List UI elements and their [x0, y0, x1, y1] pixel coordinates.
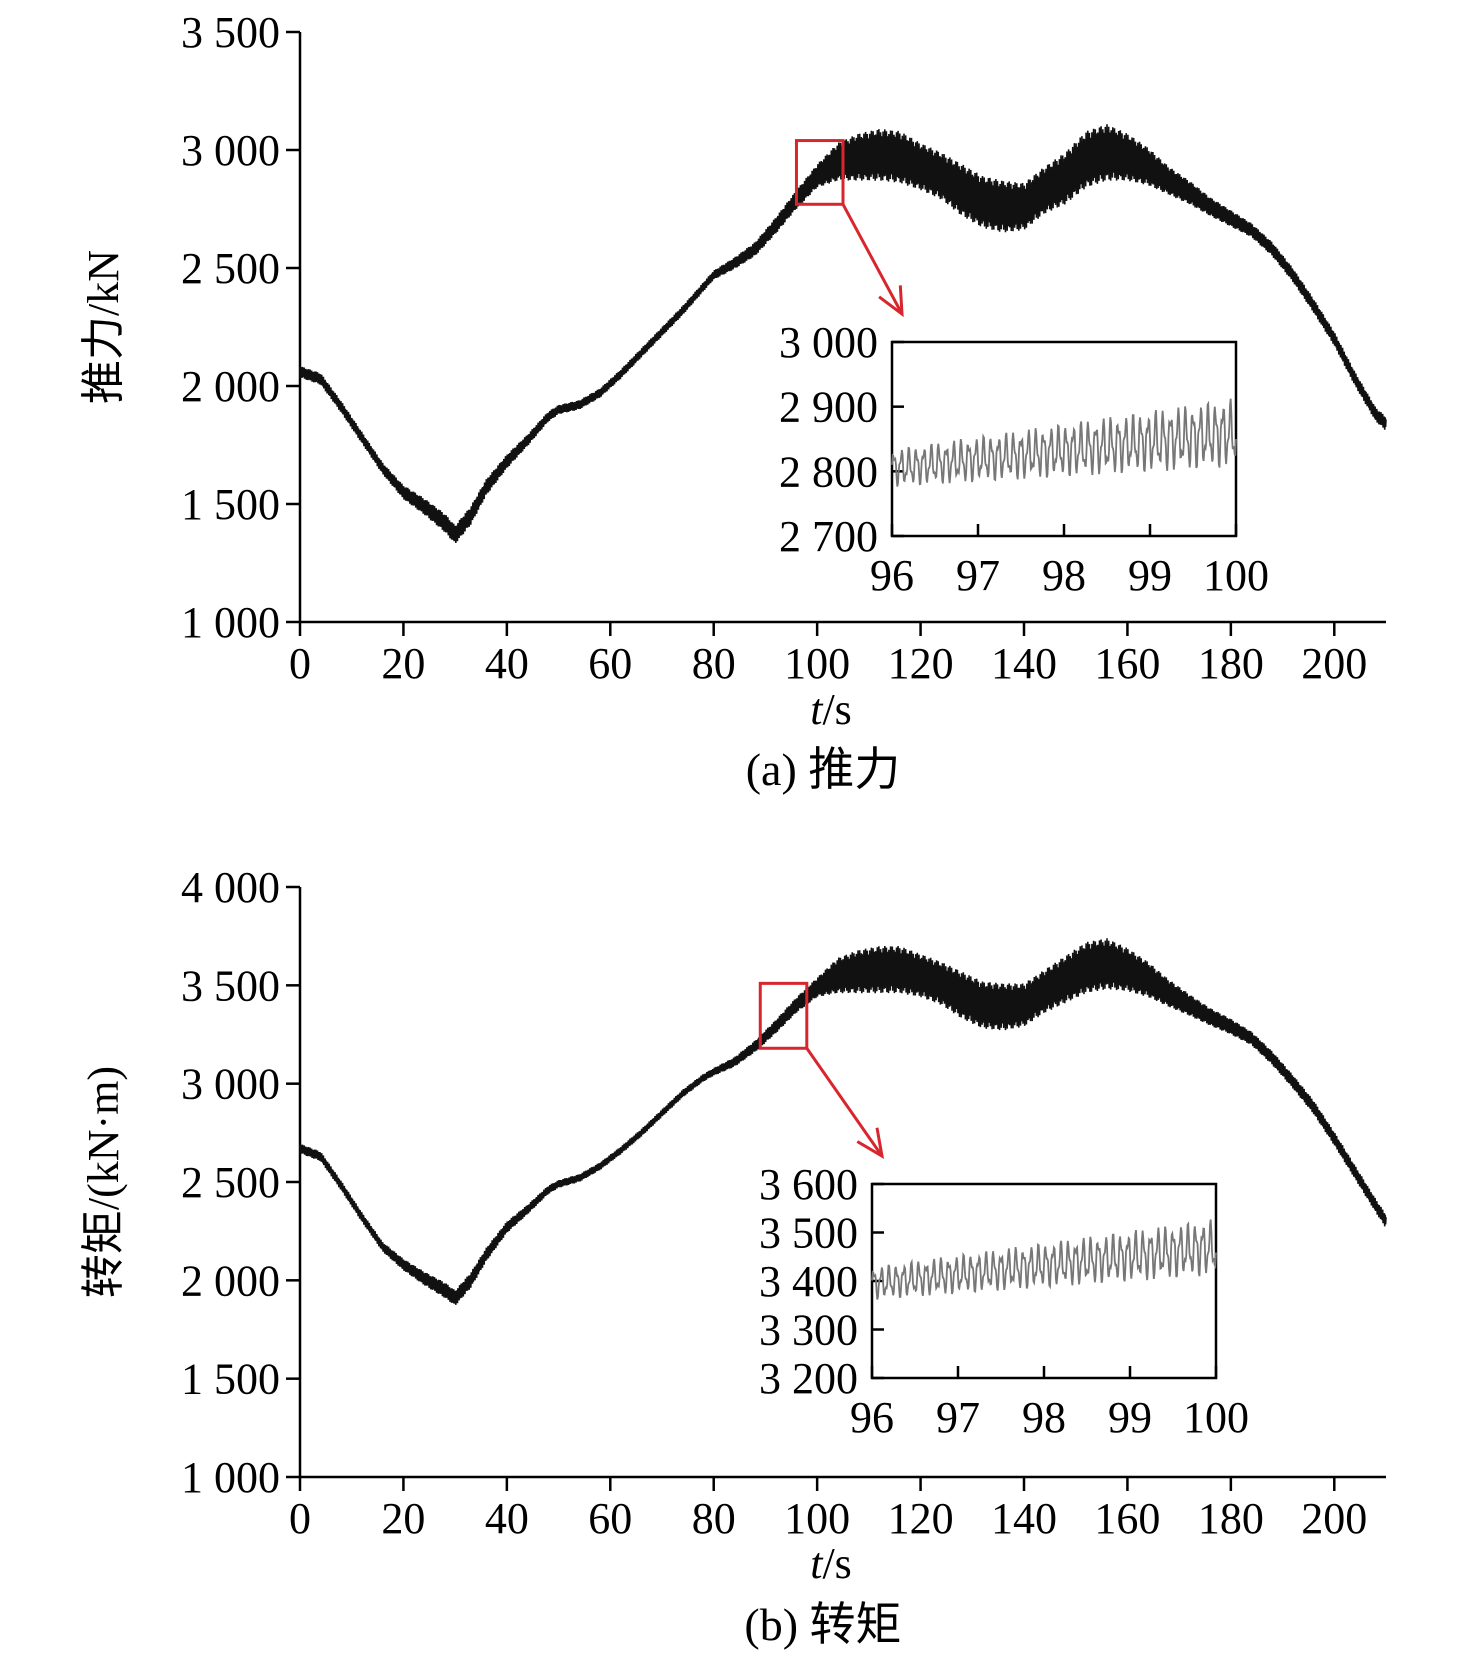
y-axis-label: 转矩/(kN·m): [79, 1066, 128, 1298]
inset-y-tick-label: 3 600: [759, 1160, 858, 1209]
x-tick-label: 140: [991, 639, 1057, 688]
y-tick-label: 1 500: [181, 1355, 280, 1404]
x-axis-label-symbol: t: [810, 1539, 824, 1588]
x-axis-label: t/s: [810, 1539, 852, 1588]
y-tick-label: 1 500: [181, 480, 280, 529]
panel-a-thrust-chart: 1 000 1 500 2 000 2 500 3 000 3 500 0 20 40 60 80 1…: [79, 8, 1387, 795]
x-tick-label: 100: [784, 1494, 850, 1543]
x-tick-label: 60: [588, 1494, 632, 1543]
panel-b-torque-chart: 1 000 1 500 2 000 2 500 3 000 3 500 4 000 0 20 40…: [79, 863, 1387, 1650]
panel-caption: (b) 转矩: [744, 1599, 901, 1650]
x-tick-label: 20: [381, 639, 425, 688]
x-tick-label: 180: [1198, 1494, 1264, 1543]
zoom-inset: 2 700 2 800 2 900 3 000 96 97 98 99 100: [779, 318, 1269, 600]
panel-caption: (a) 推力: [746, 744, 901, 795]
inset-y-tick-label: 2 800: [779, 447, 878, 496]
zoom-box: [794, 139, 845, 206]
y-tick-label: 2 500: [181, 1158, 280, 1207]
y-tick-label: 3 500: [181, 961, 280, 1010]
inset-x-tick-label: 100: [1183, 1393, 1249, 1442]
zoom-arrow-line: [805, 1047, 884, 1157]
y-tick-label: 3 000: [181, 126, 280, 175]
inset-y-tick-label: 3 400: [759, 1257, 858, 1306]
x-axis-label-unit: /s: [822, 685, 851, 734]
x-tick-label: 180: [1198, 639, 1264, 688]
inset-y-tick-label: 3 000: [779, 318, 878, 367]
x-tick-label: 60: [588, 639, 632, 688]
zoom-arrow-head: [878, 285, 904, 318]
inset-y-tick-label: 3 200: [759, 1354, 858, 1403]
zoom-arrow-head: [856, 1127, 885, 1159]
x-tick-label: 100: [784, 639, 850, 688]
x-tick-label: 200: [1301, 1494, 1367, 1543]
y-tick-label: 2 000: [181, 1256, 280, 1305]
inset-x-tick-label: 98: [1042, 551, 1086, 600]
x-tick-label: 140: [991, 1494, 1057, 1543]
y-axis-label: 推力/kN: [79, 250, 128, 404]
zoom-box: [758, 981, 809, 1050]
y-tick-label: 4 000: [181, 863, 280, 912]
x-axis-label: t/s: [810, 685, 852, 734]
inset-x-tick-label: 96: [850, 1393, 894, 1442]
x-axis-label-symbol: t: [810, 685, 824, 734]
inset-x-tick-label: 100: [1203, 551, 1269, 600]
inset-y-tick-label: 2 700: [779, 512, 878, 561]
inset-y-tick-label: 2 900: [779, 383, 878, 432]
inset-x-tick-label: 96: [870, 551, 914, 600]
x-tick-label: 160: [1094, 639, 1160, 688]
x-tick-label: 120: [888, 1494, 954, 1543]
zoom-arrow-line: [841, 203, 904, 315]
series-line: [299, 938, 1387, 1305]
y-tick-label: 1 000: [181, 598, 280, 647]
x-tick-label: 20: [381, 1494, 425, 1543]
y-tick-label: 3 000: [181, 1060, 280, 1109]
x-axis-label-unit: /s: [822, 1539, 851, 1588]
inset-series-line: [891, 398, 1237, 487]
x-tick-label: 40: [485, 639, 529, 688]
inset-x-tick-label: 97: [936, 1393, 980, 1442]
x-tick-label: 80: [692, 639, 736, 688]
x-tick-label: 200: [1301, 639, 1367, 688]
x-tick-label: 40: [485, 1494, 529, 1543]
inset-x-tick-label: 98: [1022, 1393, 1066, 1442]
inset-x-tick-label: 99: [1108, 1393, 1152, 1442]
y-tick-label: 3 500: [181, 8, 280, 57]
inset-x-tick-label: 99: [1128, 551, 1172, 600]
inset-y-tick-label: 3 500: [759, 1209, 858, 1258]
y-tick-label: 2 500: [181, 244, 280, 293]
x-tick-label: 120: [888, 639, 954, 688]
inset-y-tick-label: 3 300: [759, 1306, 858, 1355]
x-tick-label: 80: [692, 1494, 736, 1543]
y-tick-label: 2 000: [181, 362, 280, 411]
inset-x-tick-label: 97: [956, 551, 1000, 600]
x-tick-label: 160: [1094, 1494, 1160, 1543]
inset-series-line: [871, 1219, 1217, 1300]
x-tick-label: 0: [289, 639, 311, 688]
x-tick-label: 0: [289, 1494, 311, 1543]
y-tick-label: 1 000: [181, 1453, 280, 1502]
